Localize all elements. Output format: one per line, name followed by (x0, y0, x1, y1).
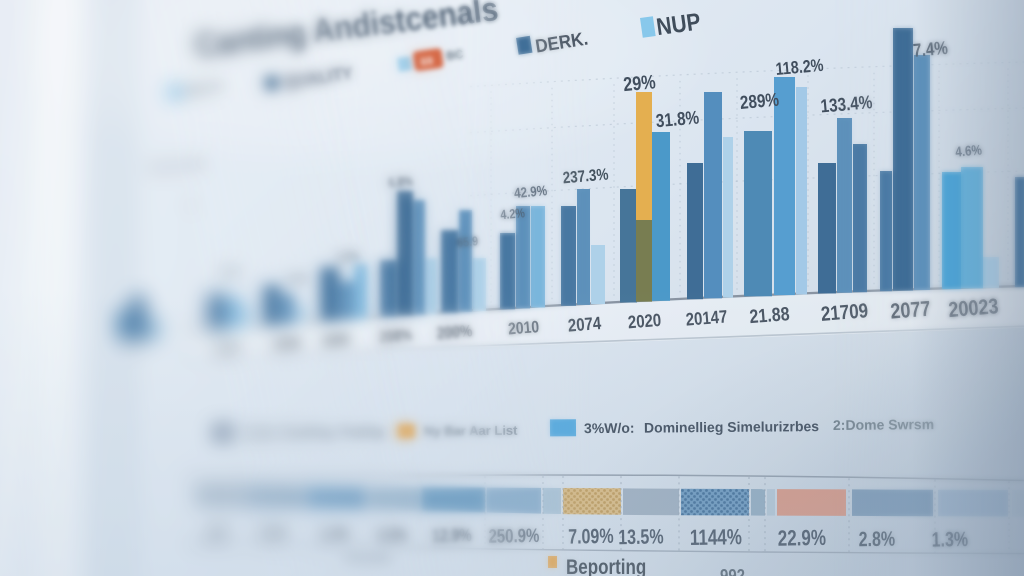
svg-text:2:Dome Swrsm: 2:Dome Swrsm (833, 416, 934, 433)
svg-text:31.8%: 31.8% (655, 107, 700, 131)
svg-text:65.9: 65.9 (456, 233, 479, 250)
svg-text:250.9%: 250.9% (488, 524, 539, 547)
svg-text:20147: 20147 (685, 306, 728, 330)
svg-text:1.3%: 1.3% (931, 527, 968, 551)
svg-text:zrwvm: zrwvm (120, 342, 146, 352)
svg-text:2007: 2007 (215, 340, 241, 357)
svg-text:1.4%: 1.4% (319, 525, 349, 545)
svg-text:7.4%: 7.4% (912, 37, 949, 61)
svg-text:992: 992 (720, 565, 745, 576)
svg-text:Sect annod: Sect annod (149, 157, 206, 175)
svg-text:Ny Bar Aar List: Ny Bar Aar List (424, 423, 518, 439)
svg-text:2020: 2020 (627, 310, 662, 333)
svg-text:4.5%: 4.5% (336, 250, 360, 265)
svg-text:Fwrsms: Fwrsms (345, 551, 391, 565)
svg-text:Msvw: Msvw (198, 536, 226, 548)
svg-text:13.5%: 13.5% (618, 524, 664, 548)
svg-text:2077: 2077 (890, 297, 932, 324)
svg-text:1144%: 1144% (690, 525, 742, 551)
svg-text:208%: 208% (378, 327, 413, 347)
svg-text:2074: 2074 (567, 313, 603, 336)
svg-text:200%: 200% (436, 322, 473, 343)
svg-text:2.8%: 2.8% (858, 527, 895, 551)
svg-text:3.9%: 3.9% (286, 273, 308, 287)
svg-text:3%: 3% (209, 523, 227, 541)
svg-text:6.8%: 6.8% (388, 173, 414, 190)
svg-text:22.9%: 22.9% (778, 526, 827, 551)
svg-text:0.9%: 0.9% (259, 524, 287, 542)
svg-text:2009: 2009 (322, 331, 350, 349)
svg-text:4: 4 (188, 200, 194, 212)
svg-text:2008: 2008 (273, 334, 301, 352)
svg-text:1.6%: 1.6% (218, 267, 240, 281)
svg-text:29%: 29% (622, 71, 656, 96)
svg-text:21.88: 21.88 (749, 303, 791, 328)
svg-text:12.9%: 12.9% (432, 525, 472, 546)
svg-text:3%W/o:: 3%W/o: (584, 420, 635, 436)
svg-text:7.09%: 7.09% (568, 524, 614, 548)
svg-text:118.2%: 118.2% (775, 56, 825, 80)
svg-text:4.6%: 4.6% (955, 141, 983, 160)
svg-text:4.2%: 4.2% (500, 205, 526, 222)
svg-text:Beporting: Beporting (566, 556, 646, 576)
svg-text:289%: 289% (739, 89, 780, 113)
svg-text:69: 69 (420, 55, 434, 69)
svg-text:133.4%: 133.4% (820, 92, 874, 117)
svg-text:21709: 21709 (820, 299, 869, 325)
svg-text:MRJTY: MRJTY (183, 79, 225, 99)
svg-text:42.9%: 42.9% (513, 182, 548, 201)
svg-text:3.3%: 3.3% (377, 526, 407, 546)
svg-text:BC: BC (445, 47, 464, 63)
svg-text:NUP: NUP (655, 8, 703, 41)
svg-text:237.3%: 237.3% (562, 165, 609, 188)
svg-text:Jedan Gawling, Fswing: Jedan Gawling, Fswing (240, 424, 384, 440)
svg-text:20023: 20023 (948, 295, 1000, 323)
svg-text:2010: 2010 (507, 318, 539, 339)
svg-text:Dominellieg Simelurizrbes: Dominellieg Simelurizrbes (644, 418, 819, 436)
